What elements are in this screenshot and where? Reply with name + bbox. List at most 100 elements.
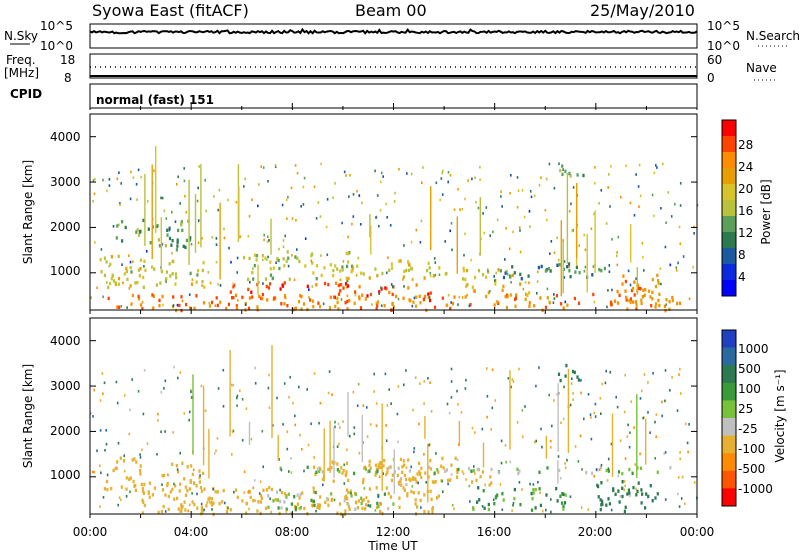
power-cell (198, 165, 200, 168)
velocity-cell (537, 480, 539, 484)
velocity-cell (265, 488, 268, 492)
power-cell (100, 248, 103, 251)
velocity-streak (381, 403, 383, 492)
power-cell (343, 170, 346, 174)
power-cell (232, 285, 235, 289)
velocity-cell (600, 463, 603, 467)
velocity-cell (635, 487, 637, 491)
power-cell (557, 258, 560, 262)
power-cell (327, 282, 330, 287)
velocity-cell (607, 467, 610, 470)
velocity-cell (580, 506, 583, 509)
power-cell (616, 289, 619, 294)
power-cell (227, 198, 229, 202)
power-cell (528, 281, 530, 285)
power-cell (390, 262, 393, 266)
velocity-cell (409, 478, 412, 483)
power-cell (413, 296, 416, 300)
velocity-cell (412, 491, 415, 495)
power-cell (247, 277, 250, 282)
velocity-cell (354, 492, 357, 496)
power-cell (129, 284, 132, 288)
power-cell (398, 259, 401, 263)
power-cell (340, 298, 343, 301)
velocity-cell (376, 505, 379, 510)
velocity-cell (550, 498, 552, 501)
power-cell (261, 297, 264, 301)
power-cell (260, 165, 262, 168)
power-cell (219, 284, 222, 287)
power-cell (158, 244, 161, 248)
power-cell (426, 268, 429, 273)
colorbar-segment (722, 216, 736, 233)
power-cell (523, 215, 526, 219)
power-cell (506, 294, 509, 299)
velocity-cell (317, 503, 320, 507)
velocity-cell (262, 465, 264, 469)
velocity-cell (164, 493, 167, 497)
velocity-cell (204, 409, 207, 412)
power-cbar-tick-24: 24 (738, 160, 753, 174)
velocity-cell (493, 502, 496, 506)
power-cell (515, 293, 518, 297)
velocity-cell (289, 375, 291, 379)
velocity-cell (509, 460, 511, 464)
velocity-cell (687, 450, 689, 454)
power-cell (311, 285, 314, 288)
power-cell (625, 298, 628, 302)
velocity-cell (276, 396, 278, 400)
power-cell (610, 165, 612, 168)
velocity-cell (518, 481, 521, 484)
power-cell (445, 303, 448, 308)
velocity-cell (330, 492, 333, 496)
velocity-cell (490, 481, 493, 485)
velocity-cell (664, 498, 667, 501)
power-cell (664, 245, 667, 249)
velocity-cell (571, 377, 573, 380)
velocity-cell (649, 484, 652, 488)
power-cell (402, 296, 405, 300)
power-cell (347, 260, 350, 264)
power-cell (552, 301, 555, 304)
velocity-streak (509, 370, 511, 450)
velocity-cell (123, 469, 126, 473)
power-cell (509, 293, 512, 297)
velocity-cell (143, 369, 146, 372)
velocity-cell (623, 410, 626, 414)
velocity-cell (163, 387, 165, 390)
power-cell (241, 295, 244, 300)
freq-label-1: Freq. (6, 53, 36, 67)
velocity-cell (623, 509, 626, 514)
power-cell (308, 288, 310, 291)
velocity-cell (481, 470, 484, 474)
velocity-cell (146, 442, 149, 445)
velocity-cell (100, 471, 102, 475)
power-cell (511, 273, 514, 278)
power-cell (121, 263, 123, 266)
velocity-cell (379, 461, 382, 466)
velocity-streak (636, 394, 638, 478)
velocity-cell (349, 491, 352, 495)
power-cell (217, 283, 219, 286)
power-cell (273, 296, 276, 300)
velocity-cell (373, 390, 375, 393)
power-cell (166, 233, 169, 237)
velocity-cell (401, 465, 404, 469)
power-cell (441, 193, 444, 196)
velocity-cell (345, 473, 348, 478)
velocity-cell (441, 479, 443, 483)
velocity-cell (234, 488, 238, 492)
velocity-cell (236, 404, 238, 407)
power-cell (329, 295, 332, 299)
velocity-cbar-tick-500: 500 (738, 362, 761, 376)
power-cell (608, 270, 611, 273)
power-cell (118, 171, 120, 174)
velocity-cell (379, 502, 383, 506)
power-cell (303, 176, 306, 180)
power-cell (407, 268, 411, 273)
velocity-cell (435, 496, 439, 500)
power-cell (648, 289, 651, 293)
velocity-cell (310, 422, 312, 426)
power-cell (510, 281, 512, 284)
power-cell (617, 235, 620, 239)
